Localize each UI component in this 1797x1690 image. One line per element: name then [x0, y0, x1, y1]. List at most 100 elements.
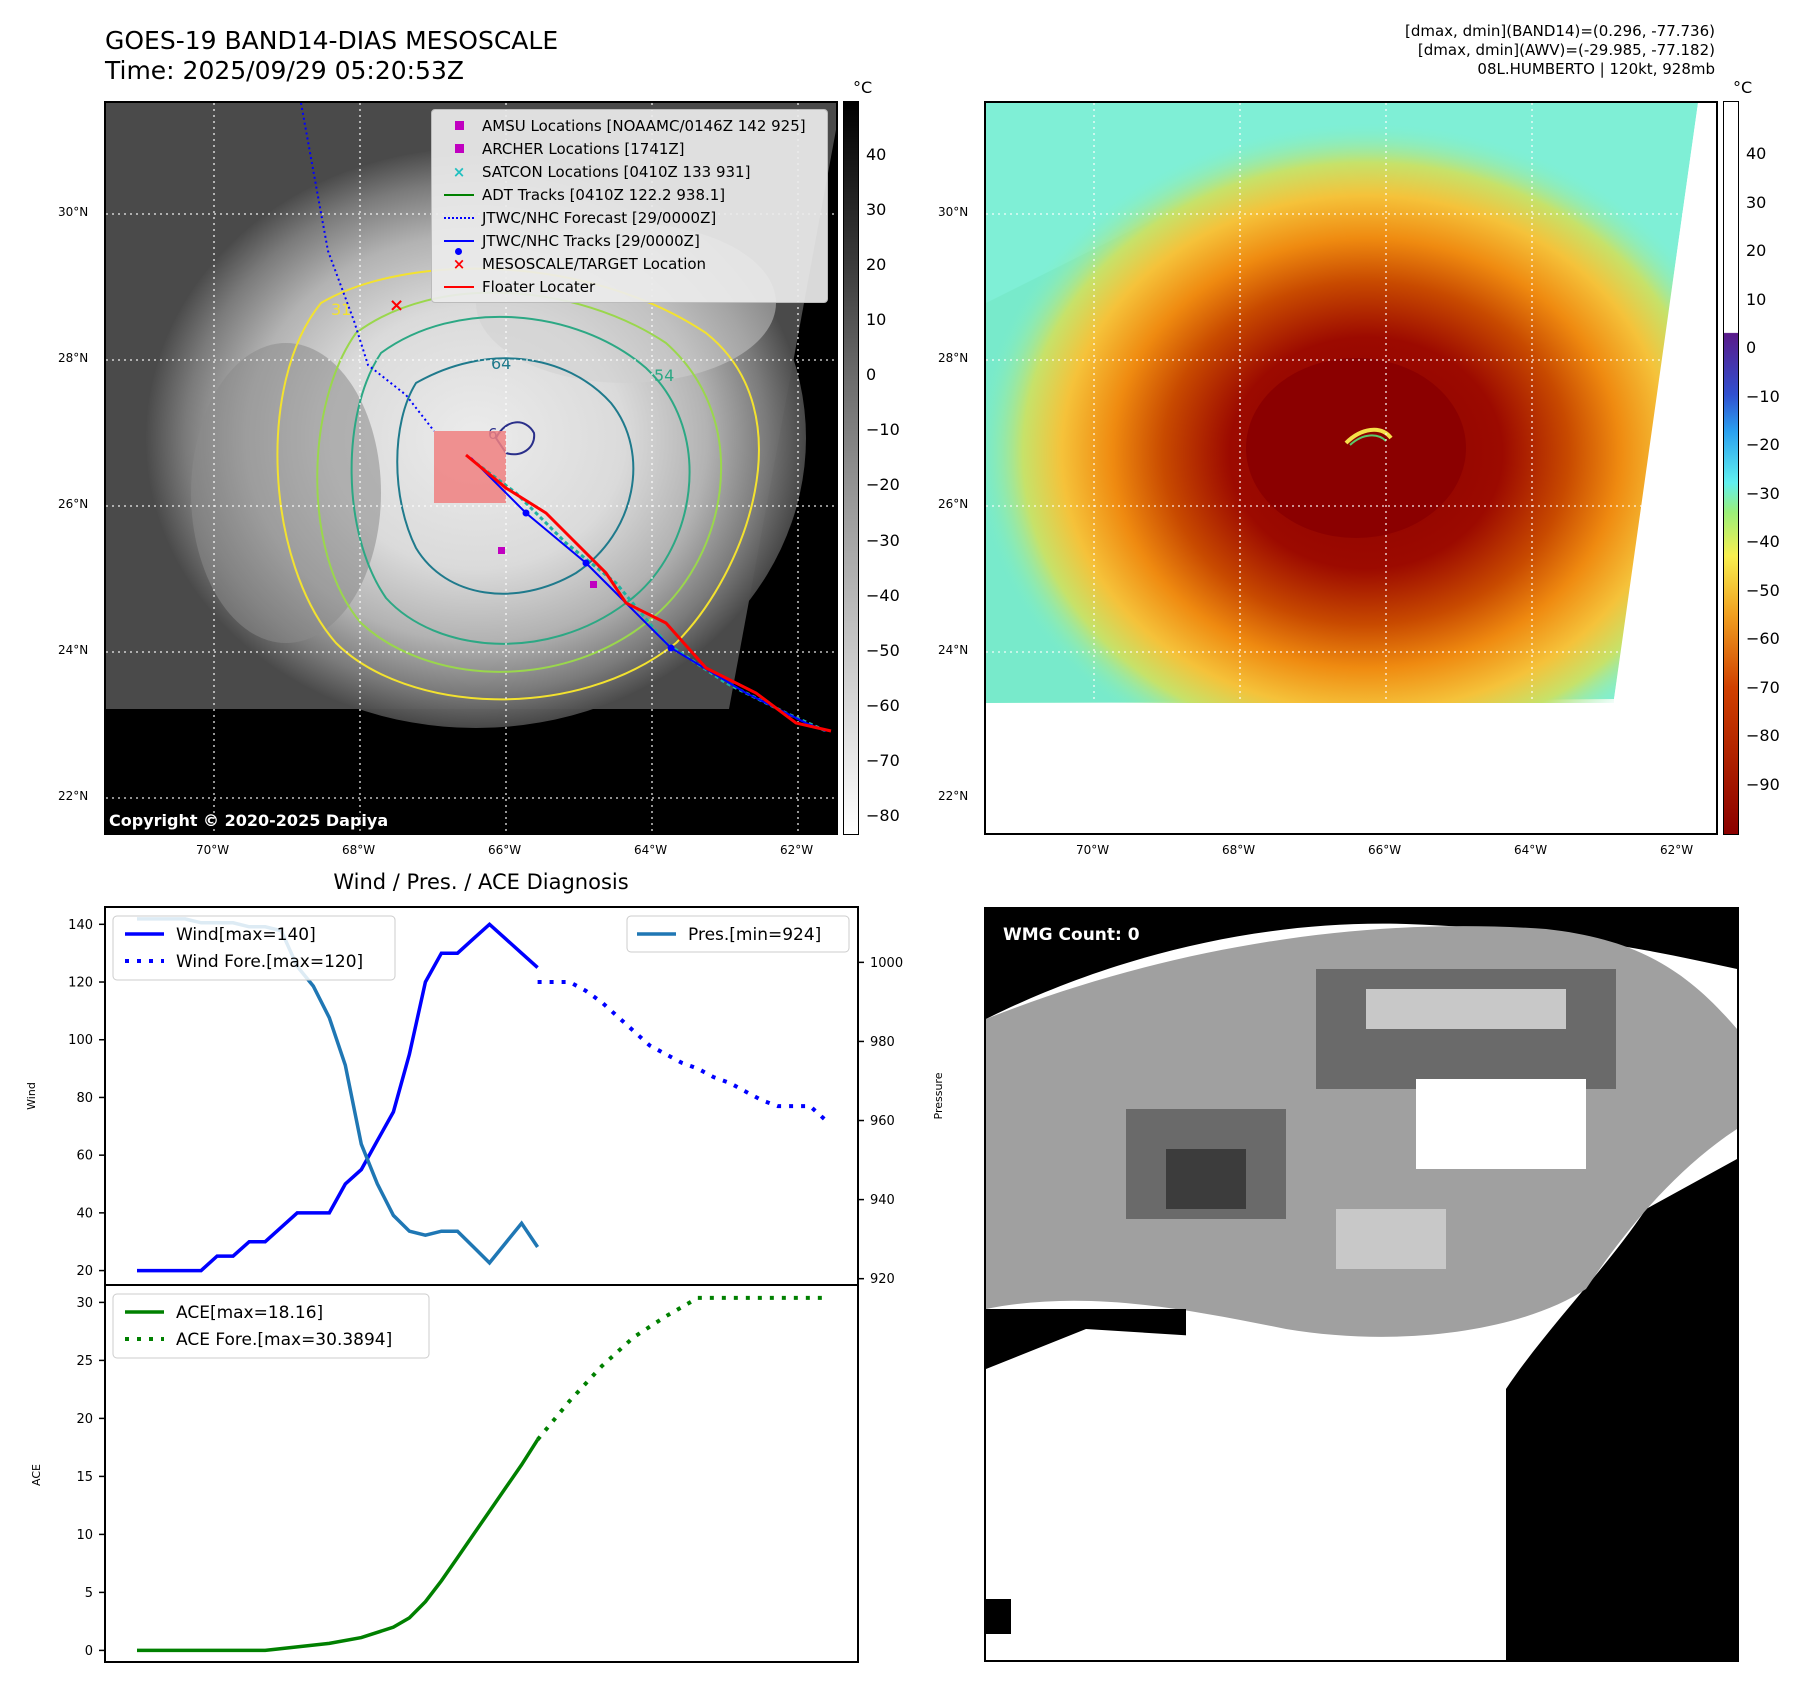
lon-label: 66°W — [488, 843, 522, 857]
legend-adt: ADT Tracks [0410Z 122.2 938.1] — [432, 183, 827, 206]
lon-label: 62°W — [780, 843, 814, 857]
lon-label: 70°W — [1076, 843, 1110, 857]
y-tick-label: 25 — [76, 1354, 93, 1369]
pressure-axis-label: Pressure — [932, 1072, 945, 1119]
wind-forecast-line — [537, 980, 828, 1122]
wind-series-line — [137, 921, 539, 1273]
legend-wind: Wind[max=140] — [176, 925, 316, 945]
y-tick-label: 15 — [76, 1470, 93, 1485]
line-icon — [444, 285, 474, 288]
legend-satcon: × SATCON Locations [0410Z 133 931] — [432, 160, 827, 183]
grayscale-colorbar-ticks: 40 30 20 10 0 −10 −20 −30 −40 −50 −60 −7… — [866, 145, 900, 825]
lon-label: 64°W — [1514, 843, 1548, 857]
x-marker-icon: × — [452, 254, 466, 273]
timestamp: Time: 2025/09/29 05:20:53Z — [105, 56, 464, 85]
ace-forecast-line — [536, 1295, 826, 1441]
line-dot-icon — [444, 239, 474, 255]
lat-label: 30°N — [938, 205, 969, 219]
y-tick-label: 920 — [870, 1272, 895, 1287]
color-colorbar — [1723, 101, 1739, 835]
lat-label: 22°N — [938, 789, 969, 803]
lat-label: 26°N — [938, 497, 969, 511]
lon-label: 66°W — [1368, 843, 1402, 857]
lat-label: 24°N — [58, 643, 89, 657]
enhanced-ir-panel[interactable] — [984, 101, 1718, 835]
square-icon — [444, 144, 474, 153]
ace-axes — [104, 1284, 859, 1663]
wind-ticks: 20 40 60 80 100 120 140 — [68, 918, 105, 1279]
map-legend: AMSU Locations [NOAAMC/0146Z 142 925] AR… — [431, 109, 828, 303]
square-icon — [444, 121, 474, 130]
chart-title: Wind / Pres. / ACE Diagnosis — [333, 870, 628, 894]
y-tick-label: 40 — [76, 1206, 93, 1221]
ir-map-panel[interactable]: 64 54 31 6 × — [104, 101, 838, 835]
wmg-panel[interactable]: WMG Count: 0 — [984, 907, 1739, 1662]
page-title: GOES-19 BAND14-DIAS MESOSCALE — [105, 26, 559, 55]
grayscale-colorbar — [843, 101, 859, 835]
lat-label: 30°N — [58, 205, 89, 219]
legend-floater: Floater Locater — [432, 275, 827, 298]
lat-label: 22°N — [58, 789, 89, 803]
x-marker-icon: × — [452, 162, 466, 181]
lat-label: 26°N — [58, 497, 89, 511]
info-block: [dmax, dmin](BAND14)=(0.296, -77.736) [d… — [1405, 22, 1715, 79]
y-tick-label: 80 — [76, 1091, 93, 1106]
color-colorbar-ticks: 40 30 20 10 0 −10 −20 −30 −40 −50 −60 −7… — [1746, 144, 1780, 794]
enhanced-ir-image — [986, 103, 1716, 833]
contour-label-31: 31 — [331, 300, 351, 319]
pressure-legend — [626, 915, 850, 953]
ace-series-line — [137, 1438, 540, 1653]
legend-pressure: Pres.[min=924] — [688, 925, 821, 945]
legend-amsu: AMSU Locations [NOAAMC/0146Z 142 925] — [432, 114, 827, 137]
diagnosis-chart: Wind / Pres. / ACE Diagnosis 20406080100… — [25, 870, 945, 1663]
svg-text:×: × — [389, 295, 404, 316]
lat-label: 28°N — [938, 351, 969, 365]
legend-ace: ACE[max=18.16] — [176, 1303, 323, 1323]
y-tick-label: 940 — [870, 1193, 895, 1208]
contour-label-54: 54 — [654, 366, 674, 385]
legend-tracks: JTWC/NHC Tracks [29/0000Z] — [432, 229, 827, 255]
storm-info: 08L.HUMBERTO | 120kt, 928mb — [1477, 60, 1715, 78]
y-tick-label: 0 — [85, 1644, 93, 1659]
band14-range: [dmax, dmin](BAND14)=(0.296, -77.736) — [1404, 22, 1715, 40]
lon-label: 64°W — [634, 843, 668, 857]
y-tick-label: 120 — [68, 976, 93, 991]
wmg-count-label: WMG Count: 0 — [997, 923, 1146, 947]
lat-label: 24°N — [938, 643, 969, 657]
pressure-ticks: 920 940 960 980 1000 — [858, 956, 903, 1287]
lon-label: 68°W — [342, 843, 376, 857]
colorbar-unit: °C — [853, 78, 873, 97]
y-tick-label: 100 — [68, 1033, 93, 1048]
legend-forecast: JTWC/NHC Forecast [29/0000Z] — [432, 206, 827, 229]
line-icon — [444, 193, 474, 196]
legend-ace-forecast: ACE Fore.[max=30.3894] — [176, 1330, 392, 1350]
y-tick-label: 20 — [76, 1412, 93, 1427]
dotted-line-icon — [444, 216, 474, 219]
y-tick-label: 1000 — [870, 956, 903, 971]
y-tick-label: 60 — [76, 1149, 93, 1164]
y-tick-label: 10 — [76, 1528, 93, 1543]
wmg-image — [986, 909, 1737, 1660]
ace-axis-label: ACE — [30, 1464, 43, 1486]
colorbar-unit: °C — [1733, 78, 1753, 97]
y-tick-label: 5 — [85, 1586, 93, 1601]
legend-target: × MESOSCALE/TARGET Location — [432, 252, 827, 275]
y-tick-label: 140 — [68, 918, 93, 933]
y-tick-label: 20 — [76, 1264, 93, 1279]
copyright: Copyright © 2020-2025 Dapiya — [109, 811, 389, 830]
lat-label: 28°N — [58, 351, 89, 365]
ace-legend — [112, 1293, 430, 1359]
lon-label: 62°W — [1660, 843, 1694, 857]
awv-range: [dmax, dmin](AWV)=(-29.985, -77.182) — [1417, 41, 1715, 59]
legend-wind-forecast: Wind Fore.[max=120] — [176, 952, 363, 972]
wind-legend — [112, 915, 396, 981]
y-tick-label: 30 — [76, 1296, 93, 1311]
y-tick-label: 960 — [870, 1114, 895, 1129]
ace-ticks: 0 5 10 15 20 25 30 — [76, 1296, 105, 1659]
lon-label: 68°W — [1222, 843, 1256, 857]
lon-label: 70°W — [196, 843, 230, 857]
legend-archer: ARCHER Locations [1741Z] — [432, 137, 827, 160]
contour-label-64: 64 — [491, 354, 511, 373]
y-tick-label: 980 — [870, 1035, 895, 1050]
wind-axis-label: Wind — [25, 1082, 38, 1110]
